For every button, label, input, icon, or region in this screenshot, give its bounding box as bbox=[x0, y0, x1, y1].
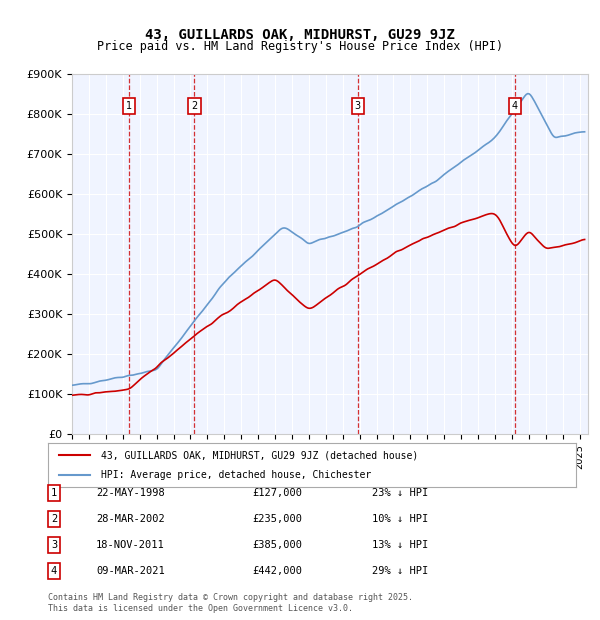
Text: 1: 1 bbox=[51, 488, 57, 498]
Text: 22-MAY-1998: 22-MAY-1998 bbox=[96, 488, 165, 498]
Text: 2: 2 bbox=[191, 101, 197, 112]
Text: Contains HM Land Registry data © Crown copyright and database right 2025.
This d: Contains HM Land Registry data © Crown c… bbox=[48, 593, 413, 613]
Text: HPI: Average price, detached house, Chichester: HPI: Average price, detached house, Chic… bbox=[101, 469, 371, 479]
Text: 10% ↓ HPI: 10% ↓ HPI bbox=[372, 514, 428, 524]
Text: £127,000: £127,000 bbox=[252, 488, 302, 498]
Text: 4: 4 bbox=[512, 101, 518, 112]
Text: 3: 3 bbox=[355, 101, 361, 112]
Text: 43, GUILLARDS OAK, MIDHURST, GU29 9JZ: 43, GUILLARDS OAK, MIDHURST, GU29 9JZ bbox=[145, 28, 455, 42]
Text: £235,000: £235,000 bbox=[252, 514, 302, 524]
Text: 13% ↓ HPI: 13% ↓ HPI bbox=[372, 540, 428, 550]
Text: £442,000: £442,000 bbox=[252, 566, 302, 576]
Text: 1: 1 bbox=[126, 101, 133, 112]
Text: 29% ↓ HPI: 29% ↓ HPI bbox=[372, 566, 428, 576]
Text: Price paid vs. HM Land Registry's House Price Index (HPI): Price paid vs. HM Land Registry's House … bbox=[97, 40, 503, 53]
Text: 18-NOV-2011: 18-NOV-2011 bbox=[96, 540, 165, 550]
Text: 2: 2 bbox=[51, 514, 57, 524]
Text: 3: 3 bbox=[51, 540, 57, 550]
Text: 09-MAR-2021: 09-MAR-2021 bbox=[96, 566, 165, 576]
Text: 23% ↓ HPI: 23% ↓ HPI bbox=[372, 488, 428, 498]
Text: 4: 4 bbox=[51, 566, 57, 576]
Text: £385,000: £385,000 bbox=[252, 540, 302, 550]
Text: 28-MAR-2002: 28-MAR-2002 bbox=[96, 514, 165, 524]
Text: 43, GUILLARDS OAK, MIDHURST, GU29 9JZ (detached house): 43, GUILLARDS OAK, MIDHURST, GU29 9JZ (d… bbox=[101, 451, 418, 461]
